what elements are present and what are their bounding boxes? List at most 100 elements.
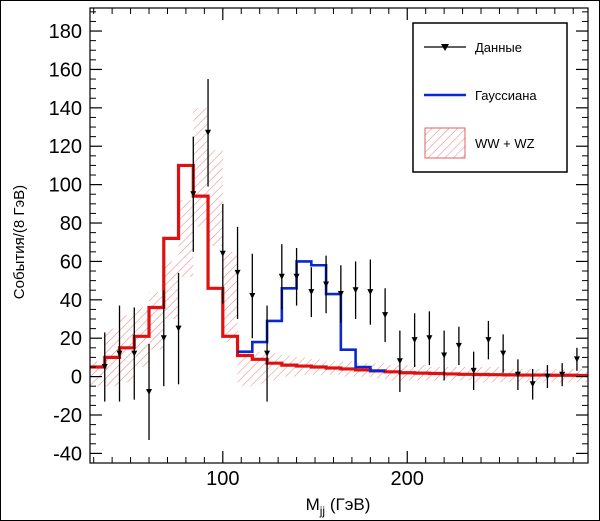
data-point-marker [485, 337, 492, 344]
ww-wz-band-bin [193, 107, 209, 227]
x-axis-title: Mjj (ГэВ) [306, 495, 371, 518]
data-point [411, 313, 418, 368]
data-point [234, 226, 241, 320]
y-tick-label: 180 [49, 21, 82, 43]
legend-data-marker [441, 44, 449, 51]
data-point [101, 332, 108, 402]
data-point [249, 253, 256, 339]
legend-item-data: Данные [424, 40, 522, 55]
y-axis-title: События/(8 ГэВ) [11, 185, 28, 299]
data-point-marker [293, 273, 300, 280]
data-point-marker [146, 388, 153, 395]
ww-wz-band-bin [208, 150, 223, 247]
data-point [514, 359, 521, 391]
x-tick-labels: 100 200 [206, 468, 424, 490]
y-tick-labels: -40 -20 0 20 40 60 80 100 120 140 160 180 [49, 21, 82, 465]
x-tick-label: 200 [391, 468, 424, 490]
data-point [131, 307, 138, 400]
axis-ticks-layer [90, 8, 588, 463]
data-point [396, 330, 403, 392]
data-point [175, 272, 182, 385]
data-point-marker [205, 129, 212, 136]
data-point [278, 244, 285, 310]
ww-wz-band-bin [178, 199, 194, 277]
data-point-marker [411, 337, 418, 344]
ww-wz-fit-line [90, 163, 588, 378]
data-point-marker [559, 371, 566, 378]
x-tick-label: 100 [206, 468, 239, 490]
data-point [219, 203, 226, 304]
data-point [352, 261, 359, 320]
data-point [308, 267, 315, 318]
y-tick-label: 120 [49, 136, 82, 158]
legend-label-data: Данные [475, 40, 522, 55]
data-point [455, 326, 462, 366]
plot-area-border [89, 7, 589, 464]
data-point-marker [278, 273, 285, 280]
ww-wz-band-bin [267, 353, 282, 381]
legend-ww-wz-swatch [424, 127, 466, 159]
data-point-marker [529, 381, 536, 388]
legend-label-gaussian: Гауссиана [475, 88, 537, 103]
data-point [573, 347, 580, 371]
data-point [500, 334, 507, 373]
y-tick-label: 100 [49, 175, 82, 197]
ww-wz-band-bin [237, 353, 253, 387]
data-point-marker [352, 287, 359, 294]
ww-wz-band-bin [222, 251, 238, 343]
data-point-marker [249, 292, 256, 299]
y-tick-label: -40 [53, 443, 82, 465]
data-point-marker [573, 356, 580, 363]
data-point [205, 79, 212, 187]
data-point [116, 305, 123, 402]
data-point [441, 330, 448, 381]
data-point-marker [544, 373, 551, 380]
data-point-marker [308, 289, 315, 296]
ww-wz-band-bin [163, 261, 179, 320]
x-axis-title-unit: (ГэВ) [330, 495, 371, 514]
ww-wz-band-bin [252, 351, 268, 385]
data-point [426, 311, 433, 366]
data-point-marker [264, 350, 271, 357]
data-point-marker [190, 191, 197, 198]
data-points-layer [101, 79, 580, 440]
legend-label-ww-wz: WW + WZ [475, 136, 535, 151]
data-point-marker [367, 289, 374, 296]
legend: Данные Гауссиана WW + WZ [412, 22, 568, 173]
y-tick-label: -20 [53, 405, 82, 427]
data-point-marker [500, 350, 507, 357]
y-tick-label: 140 [49, 98, 82, 120]
data-point [367, 259, 374, 325]
y-tick-label: 0 [71, 367, 82, 389]
data-point [190, 136, 197, 252]
legend-item-ww-wz: WW + WZ [424, 127, 535, 159]
data-point-marker [175, 325, 182, 332]
y-tick-label: 60 [60, 251, 82, 273]
data-point-marker [396, 358, 403, 365]
ww-wz-fit-layer [90, 163, 588, 378]
data-point-marker [337, 291, 344, 298]
data-point-marker [426, 335, 433, 342]
legend-item-gaussian: Гауссиана [424, 88, 537, 103]
data-point-marker [470, 367, 477, 374]
data-point [264, 305, 271, 402]
data-point-marker [323, 281, 330, 288]
y-tick-label: 160 [49, 59, 82, 81]
data-point [293, 247, 300, 306]
ww-wz-band-bin [149, 292, 164, 350]
y-tick-label: 20 [60, 328, 82, 350]
data-point [529, 368, 536, 400]
data-point [323, 255, 330, 314]
data-point-marker [101, 364, 108, 371]
data-point [160, 290, 167, 387]
data-point-marker [234, 269, 241, 276]
x-axis-title-subscript: jj [319, 504, 325, 518]
data-point-marker [219, 250, 226, 257]
data-point-marker [455, 342, 462, 349]
data-point [337, 265, 344, 323]
data-point [146, 343, 153, 440]
y-tick-label: 40 [60, 290, 82, 312]
data-point [544, 365, 551, 389]
data-point-marker [382, 312, 389, 319]
